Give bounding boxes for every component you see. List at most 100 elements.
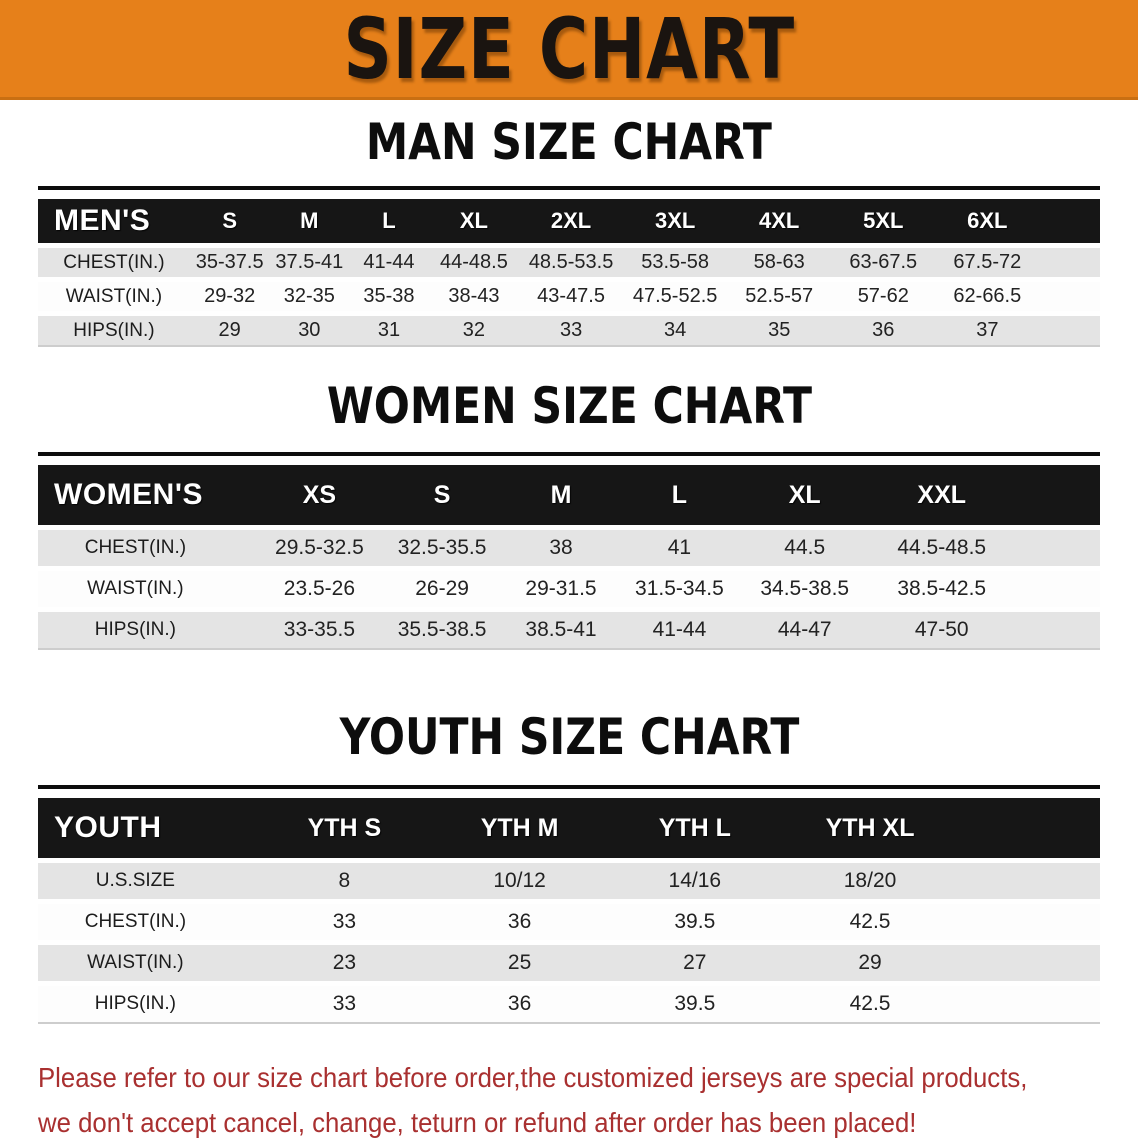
column-header: M <box>269 199 350 243</box>
value-cell: 29.5-32.5 <box>256 530 383 566</box>
size-chart-section: YOUTH SIZE CHART YOUTH YTH S YTH M YTH L YTH… <box>0 653 1138 1027</box>
table-top-rule <box>38 785 1100 789</box>
table-header-row: MEN'S S M L XL 2XL 3XL 4XL 5XL 6XL <box>38 199 1100 243</box>
column-header: M <box>502 465 620 525</box>
row-label: CHEST(IN.) <box>38 248 190 277</box>
spacer-cell <box>1039 248 1100 277</box>
value-cell: 39.5 <box>607 904 783 940</box>
column-header: S <box>382 465 503 525</box>
value-cell: 67.5-72 <box>935 248 1040 277</box>
column-header: YTH M <box>431 798 608 858</box>
spacer-cell <box>1012 465 1100 525</box>
spacer-cell <box>1039 316 1100 345</box>
size-table: YOUTH YTH S YTH M YTH L YTH XL U.S.SIZE 8 10/1… <box>38 793 1100 1027</box>
value-cell: 39.5 <box>607 986 783 1022</box>
row-label: WAIST(IN.) <box>38 571 257 607</box>
banner-title: SIZE CHART <box>343 0 795 98</box>
row-label: WAIST(IN.) <box>38 945 257 981</box>
column-header: YTH L <box>607 798 783 858</box>
value-cell: 53.5-58 <box>623 248 728 277</box>
value-cell: 32-35 <box>269 282 350 311</box>
size-chart-section: WOMEN SIZE CHART WOMEN'S XS S M L XL XXL CHEST… <box>0 350 1138 653</box>
value-cell: 35 <box>727 316 832 345</box>
spacer-cell <box>1039 199 1100 243</box>
size-sections: MAN SIZE CHART MEN'S S M L XL 2XL 3XL 4XL 5XL 6XL… <box>0 100 1138 1027</box>
column-header: L <box>619 465 739 525</box>
column-header: XXL <box>870 465 1013 525</box>
section-heading-text: YOUTH SIZE CHART <box>339 708 799 766</box>
value-cell: 33 <box>519 316 624 345</box>
value-cell: 29 <box>782 945 958 981</box>
value-cell: 38.5-42.5 <box>870 571 1013 607</box>
size-chart-banner: SIZE CHART <box>0 0 1138 100</box>
value-cell: 23.5-26 <box>256 571 383 607</box>
value-cell: 48.5-53.5 <box>519 248 624 277</box>
value-cell: 32 <box>428 316 520 345</box>
value-cell: 52.5-57 <box>727 282 832 311</box>
value-cell: 35-38 <box>349 282 429 311</box>
column-header: 6XL <box>935 199 1040 243</box>
value-cell: 38 <box>502 530 620 566</box>
table-row: WAIST(IN.) 29-32 32-35 35-38 38-43 43-47.5 47.… <box>38 282 1100 311</box>
value-cell: 34 <box>623 316 728 345</box>
value-cell: 37.5-41 <box>269 248 350 277</box>
value-cell: 38.5-41 <box>502 612 620 648</box>
section-heading: MAN SIZE CHART <box>0 100 1138 186</box>
value-cell: 29 <box>189 316 270 345</box>
value-cell: 31 <box>349 316 429 345</box>
column-header: 3XL <box>623 199 728 243</box>
row-label: HIPS(IN.) <box>38 986 257 1022</box>
value-cell: 41-44 <box>619 612 739 648</box>
table-body: CHEST(IN.) 29.5-32.5 32.5-35.5 38 41 44.5 44.5… <box>38 530 1100 648</box>
value-cell: 62-66.5 <box>935 282 1040 311</box>
table-body: U.S.SIZE 8 10/12 14/16 18/20 CHEST(IN.) 33 36 39… <box>38 863 1100 1022</box>
value-cell: 30 <box>269 316 350 345</box>
column-header: L <box>349 199 429 243</box>
row-label: HIPS(IN.) <box>38 612 257 648</box>
notice-line-2: we don't accept cancel, change, teturn o… <box>38 1107 917 1138</box>
value-cell: 44.5 <box>738 530 871 566</box>
section-heading-text: MAN SIZE CHART <box>365 113 773 171</box>
column-header: 2XL <box>519 199 624 243</box>
order-notice: Please refer to our size chart before or… <box>38 1055 1100 1145</box>
column-header: 5XL <box>831 199 936 243</box>
value-cell: 8 <box>256 863 432 899</box>
value-cell: 57-62 <box>831 282 936 311</box>
notice-line-1: Please refer to our size chart before or… <box>38 1062 1028 1093</box>
value-cell: 35-37.5 <box>189 248 270 277</box>
value-cell: 26-29 <box>382 571 503 607</box>
value-cell: 14/16 <box>607 863 783 899</box>
table-head: WOMEN'S XS S M L XL XXL <box>38 465 1100 525</box>
column-header: XS <box>256 465 383 525</box>
spacer-cell <box>1012 530 1100 566</box>
value-cell: 36 <box>831 316 936 345</box>
value-cell: 32.5-35.5 <box>382 530 503 566</box>
spacer-cell <box>1012 571 1100 607</box>
value-cell: 25 <box>431 945 608 981</box>
value-cell: 23 <box>256 945 432 981</box>
column-header: XL <box>738 465 871 525</box>
table-group-label: YOUTH <box>38 798 257 858</box>
value-cell: 35.5-38.5 <box>382 612 503 648</box>
spacer-cell <box>957 863 1100 899</box>
column-header: 4XL <box>727 199 832 243</box>
value-cell: 44-48.5 <box>428 248 520 277</box>
value-cell: 38-43 <box>428 282 520 311</box>
value-cell: 31.5-34.5 <box>619 571 739 607</box>
table-row: CHEST(IN.) 29.5-32.5 32.5-35.5 38 41 44.5 44.5… <box>38 530 1100 566</box>
value-cell: 44.5-48.5 <box>870 530 1013 566</box>
value-cell: 43-47.5 <box>519 282 624 311</box>
table-header-row: YOUTH YTH S YTH M YTH L YTH XL <box>38 798 1100 858</box>
size-table-wrap: WOMEN'S XS S M L XL XXL CHEST(IN.) 29.5-32.5 32.… <box>38 452 1100 653</box>
value-cell: 18/20 <box>782 863 958 899</box>
row-label: CHEST(IN.) <box>38 904 257 940</box>
spacer-cell <box>957 945 1100 981</box>
table-row: WAIST(IN.) 23.5-26 26-29 29-31.5 31.5-34.5 34… <box>38 571 1100 607</box>
section-heading: YOUTH SIZE CHART <box>0 653 1138 785</box>
value-cell: 42.5 <box>782 904 958 940</box>
row-label: WAIST(IN.) <box>38 282 190 311</box>
size-table-wrap: MEN'S S M L XL 2XL 3XL 4XL 5XL 6XL CHEST(IN.) 35-3… <box>38 186 1100 350</box>
section-heading-text: WOMEN SIZE CHART <box>326 377 812 435</box>
value-cell: 58-63 <box>727 248 832 277</box>
